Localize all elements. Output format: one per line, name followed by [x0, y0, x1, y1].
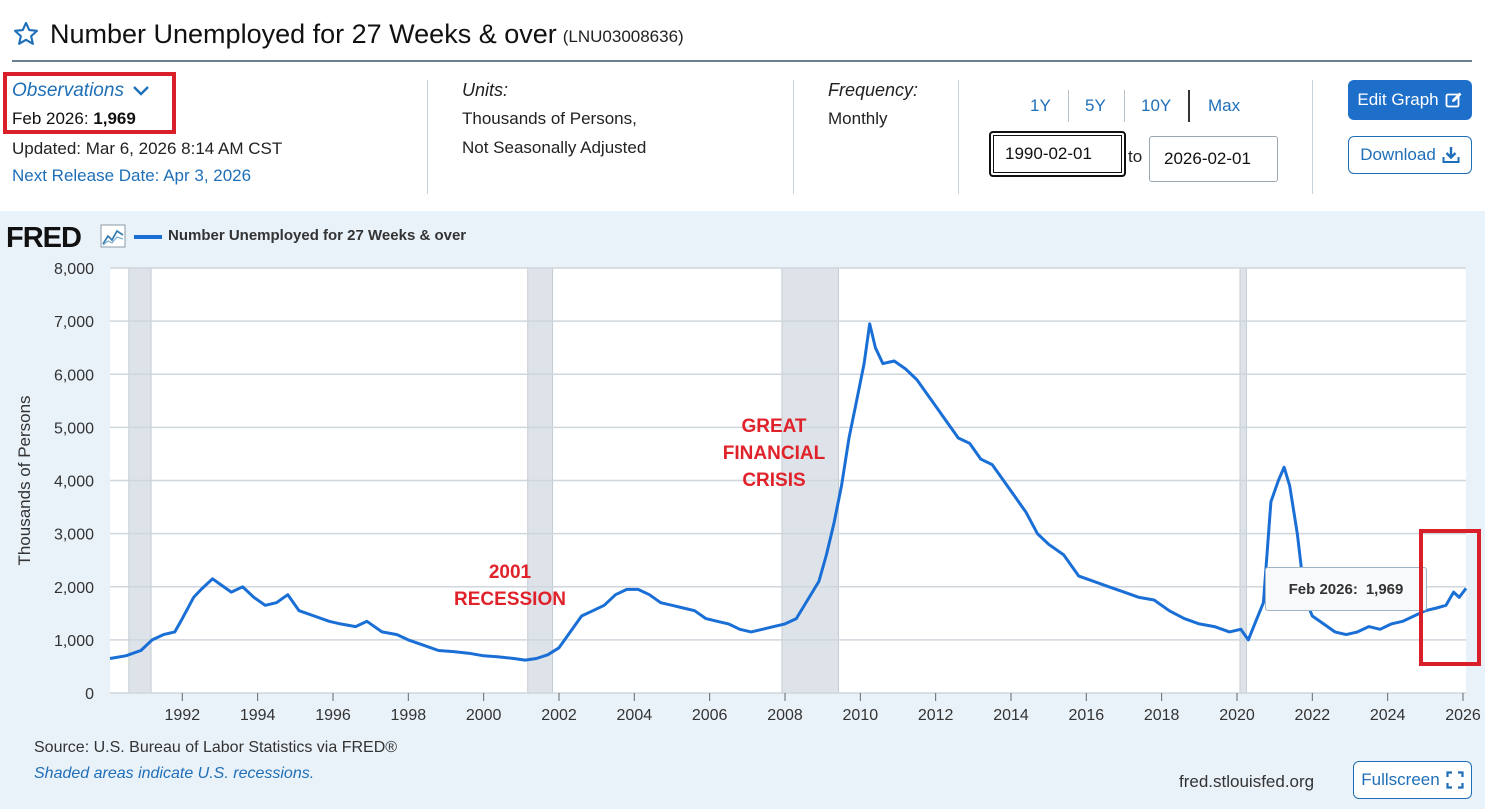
- y-axis-label: Thousands of Persons: [15, 395, 34, 565]
- legend-label: Number Unemployed for 27 Weeks & over: [168, 227, 467, 244]
- units-label: Units:: [462, 80, 509, 100]
- y-tick-label: 4,000: [54, 474, 94, 491]
- edit-graph-button[interactable]: Edit Graph: [1348, 80, 1472, 120]
- title-row: Number Unemployed for 27 Weeks & over (L…: [12, 14, 684, 54]
- source-text: Source: U.S. Bureau of Labor Statistics …: [34, 739, 398, 756]
- annotation-line: CRISIS: [742, 470, 806, 491]
- divider: [793, 80, 794, 194]
- x-tick-label: 1996: [315, 707, 351, 724]
- range-10y-button[interactable]: 10Y: [1141, 96, 1172, 115]
- download-button[interactable]: Download: [1348, 136, 1472, 174]
- x-tick-label: 2006: [692, 707, 728, 724]
- x-tick-label: 2002: [541, 707, 577, 724]
- divider: [958, 80, 959, 194]
- divider: [427, 80, 428, 194]
- latest-observation: Feb 2026: 1,969: [12, 109, 136, 129]
- edit-icon: [1445, 92, 1462, 108]
- observations-dropdown[interactable]: Observations: [12, 80, 150, 102]
- units-line-2: Not Seasonally Adjusted: [462, 138, 647, 157]
- updated-timestamp: Updated: Mar 6, 2026 8:14 AM CST: [12, 139, 283, 158]
- x-tick-label: 2014: [993, 707, 1029, 724]
- divider: [1312, 80, 1313, 194]
- y-tick-label: 2,000: [54, 580, 94, 597]
- latest-value-highlight-box: [1419, 529, 1481, 666]
- recession-note: Shaded areas indicate U.S. recessions.: [34, 765, 315, 782]
- legend-swatch: [134, 235, 162, 239]
- range-separator: [1124, 90, 1125, 122]
- range-separator: [1068, 90, 1069, 122]
- y-tick-label: 3,000: [54, 527, 94, 544]
- edit-graph-label: Edit Graph: [1357, 90, 1439, 109]
- range-5y-button[interactable]: 5Y: [1085, 96, 1106, 115]
- series-line: [109, 322, 1468, 662]
- end-date-input[interactable]: 2026-02-01: [1149, 136, 1278, 182]
- y-tick-label: 1,000: [54, 633, 94, 650]
- star-icon[interactable]: [12, 20, 40, 48]
- chart-svg: 0 1,000 2,000 3,000 4,000 5,000 6,000 7,000 8,00…: [15, 261, 1481, 724]
- fred-logo: FRED: [6, 222, 82, 254]
- chevron-down-icon: [133, 86, 149, 96]
- tooltip-date: Feb 2026:: [1288, 580, 1358, 598]
- x-tick-label: 2012: [918, 707, 954, 724]
- fullscreen-label: Fullscreen: [1361, 770, 1440, 789]
- x-tick-label: 2016: [1069, 707, 1105, 724]
- y-tick-label: 0: [85, 686, 94, 703]
- y-tick-label: 8,000: [54, 261, 94, 278]
- fullscreen-icon: [1446, 771, 1464, 789]
- x-tick-label: 2000: [466, 707, 502, 724]
- x-tick-label: 2010: [843, 707, 879, 724]
- range-1y-button[interactable]: 1Y: [1030, 96, 1051, 115]
- annotation-line: FINANCIAL: [722, 443, 826, 464]
- y-tick-label: 5,000: [54, 420, 94, 437]
- y-tick-label: 6,000: [54, 367, 94, 384]
- gfc-annotation: GREAT FINANCIAL CRISIS: [704, 413, 844, 494]
- range-separator: [1188, 90, 1190, 122]
- page-title: Number Unemployed for 27 Weeks & over: [50, 18, 557, 49]
- x-tick-label: 2026: [1445, 707, 1481, 724]
- data-tooltip: Feb 2026: 1,969: [1265, 567, 1427, 611]
- observation-date: Feb 2026:: [12, 109, 89, 128]
- units-line-1: Thousands of Persons,: [462, 109, 637, 128]
- series-id: (LNU03008636): [562, 27, 684, 46]
- fullscreen-button[interactable]: Fullscreen: [1353, 761, 1472, 799]
- to-label: to: [1128, 147, 1143, 166]
- x-tick-label: 1992: [165, 707, 201, 724]
- annotation-line: RECESSION: [454, 589, 566, 610]
- title-divider: [12, 60, 1472, 62]
- fred-graph-icon: [100, 224, 126, 248]
- download-label: Download: [1360, 145, 1436, 164]
- x-tick-label: 1994: [240, 707, 276, 724]
- x-tick-label: 2004: [617, 707, 653, 724]
- observation-highlight-box: [3, 72, 176, 134]
- x-tick-label: 1998: [391, 707, 427, 724]
- x-tick-label: 2020: [1219, 707, 1255, 724]
- observations-label: Observations: [12, 80, 124, 101]
- frequency-label: Frequency:: [828, 80, 919, 100]
- x-tick-label: 2022: [1295, 707, 1331, 724]
- y-tick-label: 7,000: [54, 314, 94, 331]
- recession-2001-annotation: 2001 RECESSION: [440, 559, 580, 613]
- tooltip-value: 1,969: [1365, 580, 1404, 598]
- observation-value: 1,969: [93, 109, 136, 128]
- annotation-line: GREAT: [741, 416, 807, 437]
- annotation-line: 2001: [488, 562, 532, 583]
- frequency-value: Monthly: [828, 109, 888, 128]
- x-tick-label: 2024: [1370, 707, 1406, 724]
- start-date-input[interactable]: 1990-02-01: [989, 131, 1126, 177]
- x-tick-label: 2018: [1144, 707, 1180, 724]
- x-tick-label: 2008: [767, 707, 803, 724]
- next-release-link[interactable]: Next Release Date: Apr 3, 2026: [12, 166, 252, 185]
- range-max-button[interactable]: Max: [1208, 96, 1241, 115]
- fred-url: fred.stlouisfed.org: [1179, 772, 1315, 791]
- download-icon: [1442, 147, 1460, 163]
